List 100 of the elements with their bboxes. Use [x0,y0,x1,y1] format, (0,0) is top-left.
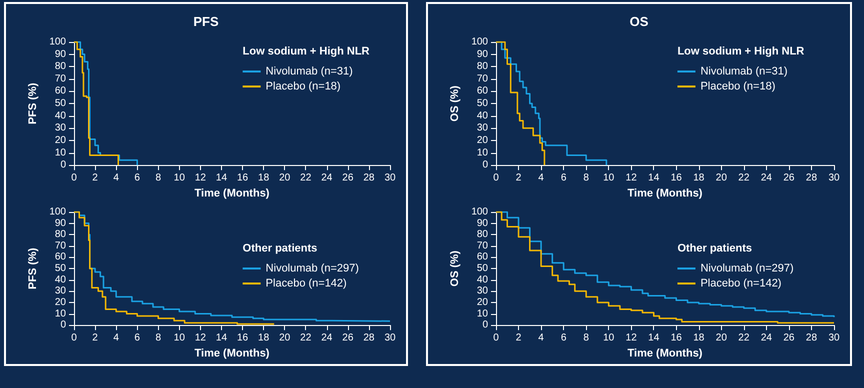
x-tick-label: 18 [693,172,705,184]
y-tick-label: 50 [476,98,488,110]
x-tick-label: 2 [516,332,522,344]
y-tick-label: 90 [54,218,66,229]
x-tick-label: 0 [493,172,500,184]
x-tick-label: 12 [626,172,638,184]
legend-label: Placebo (n=18) [266,80,341,92]
x-tick-label: 8 [583,332,590,344]
x-tick-label: 8 [155,332,162,344]
x-tick-label: 22 [738,332,750,344]
x-tick-label: 2 [92,172,98,184]
x-tick-label: 22 [738,172,750,184]
y-tick-label: 10 [476,147,488,158]
x-axis-title: Time (Months) [628,188,703,200]
x-tick-label: 30 [384,332,396,344]
x-tick-label: 24 [321,172,333,184]
y-tick-label: 100 [49,36,66,48]
x-tick-label: 14 [216,172,228,184]
x-tick-label: 20 [279,332,291,344]
y-tick-label: 90 [476,218,488,229]
y-tick-label: 20 [476,296,488,308]
y-tick-label: 10 [54,147,66,158]
x-tick-label: 10 [174,172,186,184]
x-tick-label: 16 [236,332,249,344]
x-tick-label: 6 [560,332,567,344]
y-tick-label: 0 [60,160,66,171]
x-tick-label: 28 [806,172,818,184]
x-tick-label: 4 [113,172,120,184]
legend-label: Placebo (n=18) [700,80,776,92]
y-tick-label: 40 [476,110,488,122]
x-tick-label: 26 [783,172,795,184]
x-tick-label: 20 [716,332,728,344]
x-tick-label: 2 [516,172,522,184]
x-tick-label: 4 [538,332,544,344]
x-tick-label: 18 [258,172,270,184]
x-tick-label: 26 [783,332,795,344]
legend-label: Nivolumab (n=31) [266,66,353,78]
x-tick-label: 24 [321,332,333,344]
legend-title: Other patients [677,242,752,254]
x-tick-label: 0 [493,332,500,344]
legend-title: Low sodium + High NLR [677,46,804,58]
x-tick-label: 14 [648,172,660,184]
x-tick-label: 14 [216,332,228,344]
legend-title: Low sodium + High NLR [242,46,370,58]
y-tick-label: 30 [54,122,66,134]
x-tick-label: 28 [363,332,375,344]
y-axis-title: OS (%) [448,250,461,287]
y-tick-label: 60 [54,252,66,263]
y-tick-label: 80 [54,229,66,240]
y-tick-label: 70 [476,73,488,84]
y-tick-label: 0 [482,160,488,171]
y-tick-label: 70 [54,73,66,84]
x-axis-title: Time (Months) [194,348,270,360]
y-tick-label: 50 [476,263,488,274]
y-tick-label: 20 [54,296,66,308]
x-tick-label: 16 [236,172,249,184]
y-tick-label: 50 [54,263,66,274]
x-tick-label: 20 [716,172,728,184]
y-tick-label: 30 [476,122,488,134]
y-tick-label: 100 [471,36,488,48]
x-tick-label: 0 [71,172,78,184]
x-tick-label: 24 [760,172,772,184]
x-tick-label: 26 [342,332,354,344]
y-tick-label: 10 [476,308,488,320]
y-tick-label: 90 [476,48,488,60]
legend-label: Nivolumab (n=297) [700,262,794,274]
legend-label: Placebo (n=142) [700,278,782,290]
x-tick-label: 6 [560,172,567,184]
chart-title: PFS [193,14,219,29]
x-tick-label: 24 [760,332,772,344]
x-tick-label: 10 [603,332,615,344]
x-tick-label: 4 [538,172,544,184]
chart-title: OS [630,14,649,29]
x-tick-label: 30 [384,172,396,184]
y-tick-label: 100 [49,206,66,218]
y-tick-label: 90 [54,48,66,60]
y-axis-title: OS (%) [448,85,461,122]
x-tick-label: 6 [134,332,140,344]
x-tick-label: 16 [670,332,682,344]
y-tick-label: 30 [54,286,66,297]
x-axis-title: Time (Months) [628,348,703,360]
x-tick-label: 26 [342,172,354,184]
y-tick-label: 40 [54,110,66,122]
x-tick-label: 12 [194,172,206,184]
x-tick-label: 22 [300,332,312,344]
y-tick-label: 0 [60,320,66,331]
x-tick-label: 18 [258,332,270,344]
x-tick-label: 30 [828,172,840,184]
legend-title: Other patients [242,242,318,254]
y-tick-label: 0 [482,320,488,331]
legend-label: Placebo (n=142) [266,278,347,290]
x-tick-label: 10 [603,172,615,184]
y-tick-label: 70 [476,240,488,252]
x-tick-label: 12 [626,332,638,344]
x-tick-label: 30 [828,332,840,344]
x-tick-label: 2 [92,332,98,344]
legend-label: Nivolumab (n=31) [700,66,788,78]
x-tick-label: 20 [279,172,291,184]
y-tick-label: 20 [54,134,66,146]
x-axis-title: Time (Months) [194,188,270,200]
